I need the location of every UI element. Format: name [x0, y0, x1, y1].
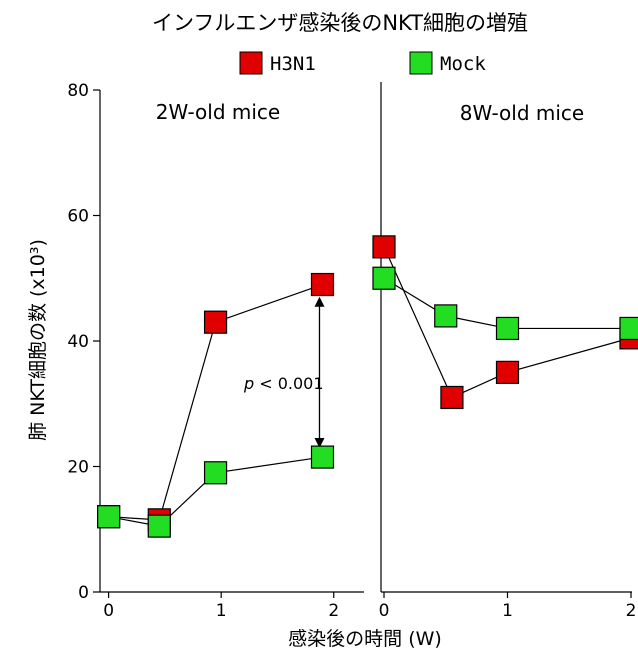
x-tick-label-p1-2: 2	[626, 601, 637, 621]
y-tick-label-40: 40	[67, 332, 89, 352]
x-tick-label-p0-1: 1	[216, 601, 227, 621]
line-mock-panel0	[108, 456, 323, 527]
series-markers	[97, 235, 638, 538]
x-tick-label-p0-2: 2	[328, 601, 339, 621]
line-h3n1-panel0	[108, 283, 323, 521]
legend-label-h3n1: H3N1	[270, 53, 316, 75]
annotation-arrow-head-up	[314, 296, 325, 307]
legend: H3N1 Mock	[239, 51, 486, 75]
marker-mock-panel1-3	[619, 316, 638, 341]
y-tick-label-0: 0	[78, 583, 89, 603]
y-axis-label: 肺 NKT細胞の数 (x10³)	[27, 239, 49, 441]
x-ticks: 0 1 2 0 1 2	[103, 592, 636, 621]
line-mock-panel1	[383, 277, 631, 330]
y-tick-label-80: 80	[67, 81, 89, 101]
marker-mock-panel1-1	[434, 304, 458, 328]
marker-mock-panel1-2	[495, 316, 520, 341]
line-h3n1-panel1	[383, 246, 632, 399]
y-tick-label-20: 20	[67, 458, 89, 478]
x-tick-label-p1-1: 1	[502, 601, 513, 621]
marker-h3n1-panel1-0	[372, 235, 396, 259]
marker-h3n1-panel0-2	[203, 310, 228, 334]
marker-h3n1-panel0-3	[310, 272, 335, 297]
x-tick-label-p1-0: 0	[379, 601, 390, 621]
series-lines	[108, 246, 632, 527]
panel-label-8w: 8W-old mice	[460, 101, 584, 125]
marker-mock-panel0-3	[310, 445, 335, 469]
panel-label-2w: 2W-old mice	[156, 100, 280, 124]
annotation-arrow-head-down	[314, 437, 325, 448]
marker-h3n1-panel1-1	[440, 385, 464, 410]
marker-mock-panel0-2	[203, 461, 228, 485]
p-value-label: p < 0.001	[243, 374, 324, 393]
chart-title: インフルエンザ感染後のNKT細胞の増殖	[152, 11, 528, 35]
x-axis-label: 感染後の時間 (W)	[288, 628, 442, 650]
x-tick-label-p0-0: 0	[103, 601, 114, 621]
significance-annotation: p < 0.001	[243, 296, 325, 448]
y-ticks: 0 20 40 60 80	[67, 81, 100, 603]
y-tick-label-60: 60	[67, 207, 89, 227]
legend-swatch-h3n1	[239, 51, 263, 75]
legend-swatch-mock	[409, 51, 433, 75]
marker-mock-panel0-0	[97, 505, 121, 529]
axes	[99, 82, 632, 593]
marker-mock-panel0-1	[147, 514, 171, 538]
marker-h3n1-panel1-2	[495, 360, 520, 384]
marker-mock-panel1-0	[372, 266, 396, 290]
legend-label-mock: Mock	[440, 53, 486, 75]
